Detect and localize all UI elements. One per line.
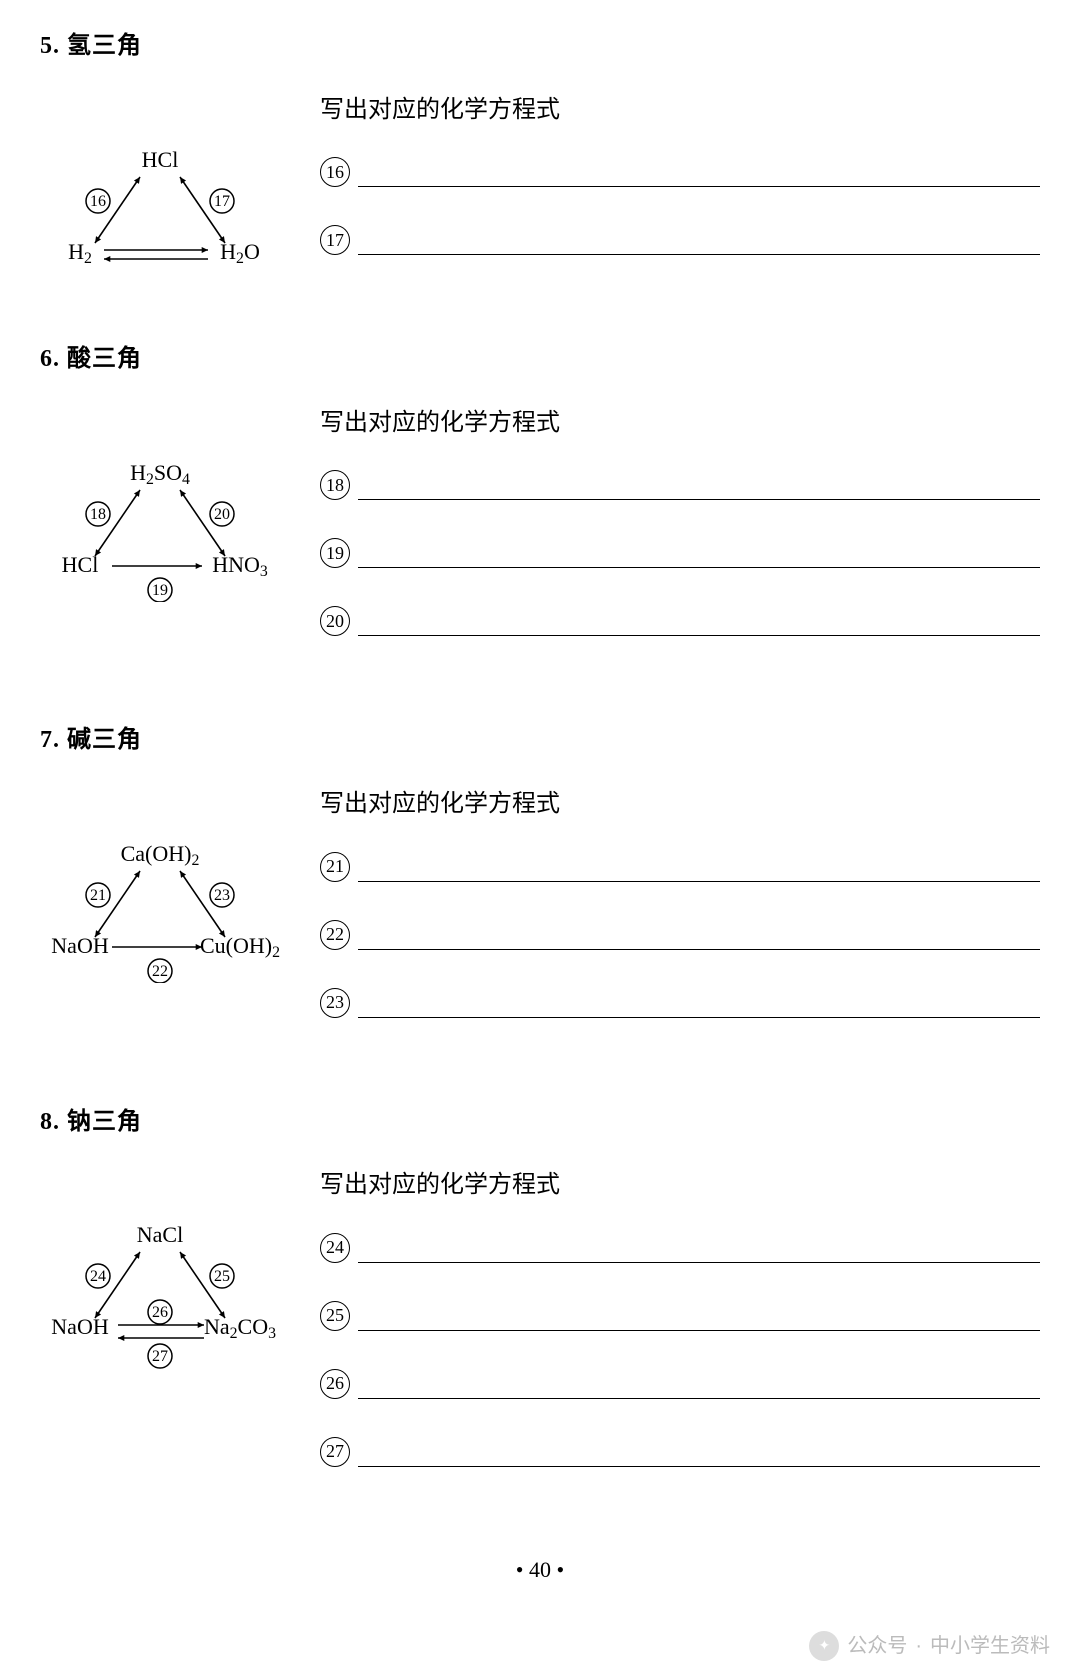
answer-line-27: 27 [320, 1437, 1040, 1467]
blank-line[interactable] [358, 612, 1040, 636]
svg-text:17: 17 [214, 193, 230, 210]
watermark-prefix: 公众号 [847, 1632, 907, 1660]
svg-text:26: 26 [152, 1304, 168, 1321]
circled-number-icon: 23 [320, 988, 350, 1018]
circled-number-icon: 18 [320, 470, 350, 500]
svg-text:H2O: H2O [220, 239, 260, 267]
section-title: 5. 氢三角 [40, 30, 1040, 64]
circled-number-icon: 24 [320, 1233, 350, 1263]
section-8: 8. 钠三角 NaCl NaOH Na2CO3 24 25 26 27 写出对应的化学方程式 24… [40, 1106, 1040, 1505]
answer-line-24: 24 [320, 1233, 1040, 1263]
circled-number-icon: 20 [320, 606, 350, 636]
answer-column: 写出对应的化学方程式 18 19 20 [320, 407, 1040, 675]
blank-line[interactable] [358, 231, 1040, 255]
svg-text:H2: H2 [68, 239, 92, 267]
content-row: NaCl NaOH Na2CO3 24 25 26 27 写出对应的化学方程式 24 25 26 27 [40, 1169, 1040, 1505]
svg-text:20: 20 [214, 506, 230, 523]
answer-line-19: 19 [320, 538, 1040, 568]
answer-line-17: 17 [320, 225, 1040, 255]
circled-number-icon: 16 [320, 157, 350, 187]
answer-column: 写出对应的化学方程式 16 17 [320, 94, 1040, 294]
section-title: 6. 酸三角 [40, 343, 1040, 377]
answer-line-16: 16 [320, 157, 1040, 187]
blank-line[interactable] [358, 1443, 1040, 1467]
svg-text:H2SO4: H2SO4 [130, 462, 190, 488]
answer-column: 写出对应的化学方程式 21 22 23 [320, 788, 1040, 1056]
answer-column: 写出对应的化学方程式 24 25 26 27 [320, 1169, 1040, 1505]
instruction: 写出对应的化学方程式 [320, 788, 1040, 822]
content-row: Ca(OH)2 NaOH Cu(OH)2 21 23 22 写出对应的化学方程式 21 22 23 [40, 788, 1040, 1056]
answer-line-18: 18 [320, 470, 1040, 500]
diagram: HCl H2 H2O 16 17 [40, 94, 280, 289]
blank-line[interactable] [358, 858, 1040, 882]
answer-line-21: 21 [320, 852, 1040, 882]
svg-text:24: 24 [90, 1268, 106, 1285]
section-7: 7. 碱三角Ca(OH)2NaOHCu(OH)2212322写出对应的化学方程式… [40, 724, 1040, 1055]
section-title: 8. 钠三角 [40, 1106, 1040, 1140]
svg-text:HCl: HCl [62, 552, 99, 577]
watermark-sep: · [915, 1632, 922, 1660]
blank-line[interactable] [358, 1307, 1040, 1331]
diagram: H2SO4 HCl HNO3 18 20 19 [40, 407, 280, 602]
content-row: H2SO4 HCl HNO3 18 20 19 写出对应的化学方程式 18 19 20 [40, 407, 1040, 675]
instruction: 写出对应的化学方程式 [320, 94, 1040, 128]
page-number-value: 40 [529, 1557, 551, 1582]
svg-text:NaOH: NaOH [51, 1314, 109, 1339]
svg-text:19: 19 [152, 582, 168, 599]
svg-text:NaOH: NaOH [51, 933, 109, 958]
blank-line[interactable] [358, 1239, 1040, 1263]
svg-text:NaCl: NaCl [137, 1224, 183, 1247]
answer-line-26: 26 [320, 1369, 1040, 1399]
svg-text:27: 27 [152, 1348, 168, 1365]
diagram: Ca(OH)2 NaOH Cu(OH)2 21 23 22 [40, 788, 280, 983]
answer-line-25: 25 [320, 1301, 1040, 1331]
svg-text:16: 16 [90, 193, 106, 210]
svg-text:25: 25 [214, 1268, 230, 1285]
answer-line-23: 23 [320, 988, 1040, 1018]
svg-text:18: 18 [90, 506, 106, 523]
blank-line[interactable] [358, 544, 1040, 568]
blank-line[interactable] [358, 926, 1040, 950]
svg-text:22: 22 [152, 963, 168, 980]
circled-number-icon: 17 [320, 225, 350, 255]
answer-line-22: 22 [320, 920, 1040, 950]
svg-text:Cu(OH)2: Cu(OH)2 [200, 933, 280, 961]
blank-line[interactable] [358, 994, 1040, 1018]
section-title: 7. 碱三角 [40, 724, 1040, 758]
circled-number-icon: 25 [320, 1301, 350, 1331]
blank-line[interactable] [358, 1375, 1040, 1399]
svg-text:HCl: HCl [142, 149, 179, 172]
instruction: 写出对应的化学方程式 [320, 1169, 1040, 1203]
svg-text:HNO3: HNO3 [212, 552, 268, 580]
circled-number-icon: 19 [320, 538, 350, 568]
svg-text:21: 21 [90, 887, 106, 904]
circled-number-icon: 21 [320, 852, 350, 882]
circled-number-icon: 22 [320, 920, 350, 950]
svg-text:Na2CO3: Na2CO3 [204, 1314, 276, 1342]
circled-number-icon: 27 [320, 1437, 350, 1467]
blank-line[interactable] [358, 163, 1040, 187]
answer-line-20: 20 [320, 606, 1040, 636]
watermark-name: 中小学生资料 [930, 1632, 1050, 1660]
svg-text:Ca(OH)2: Ca(OH)2 [121, 843, 200, 869]
blank-line[interactable] [358, 476, 1040, 500]
section-5: 5. 氢三角 HCl H2 H2O 16 17 写出对应的化学方程式 16 17 [40, 30, 1040, 293]
instruction: 写出对应的化学方程式 [320, 407, 1040, 441]
page-number: • 40 • [40, 1555, 1040, 1586]
svg-text:23: 23 [214, 887, 230, 904]
circled-number-icon: 26 [320, 1369, 350, 1399]
diagram: NaCl NaOH Na2CO3 24 25 26 27 [40, 1169, 280, 1384]
wechat-icon: ✦ [809, 1631, 839, 1661]
watermark: ✦ 公众号 · 中小学生资料 [809, 1631, 1050, 1661]
content-row: HCl H2 H2O 16 17 写出对应的化学方程式 16 17 [40, 94, 1040, 294]
section-6: 6. 酸三角 H2SO4 HCl HNO3 18 20 19 写出对应的化学方程式 18 19 20 [40, 343, 1040, 674]
